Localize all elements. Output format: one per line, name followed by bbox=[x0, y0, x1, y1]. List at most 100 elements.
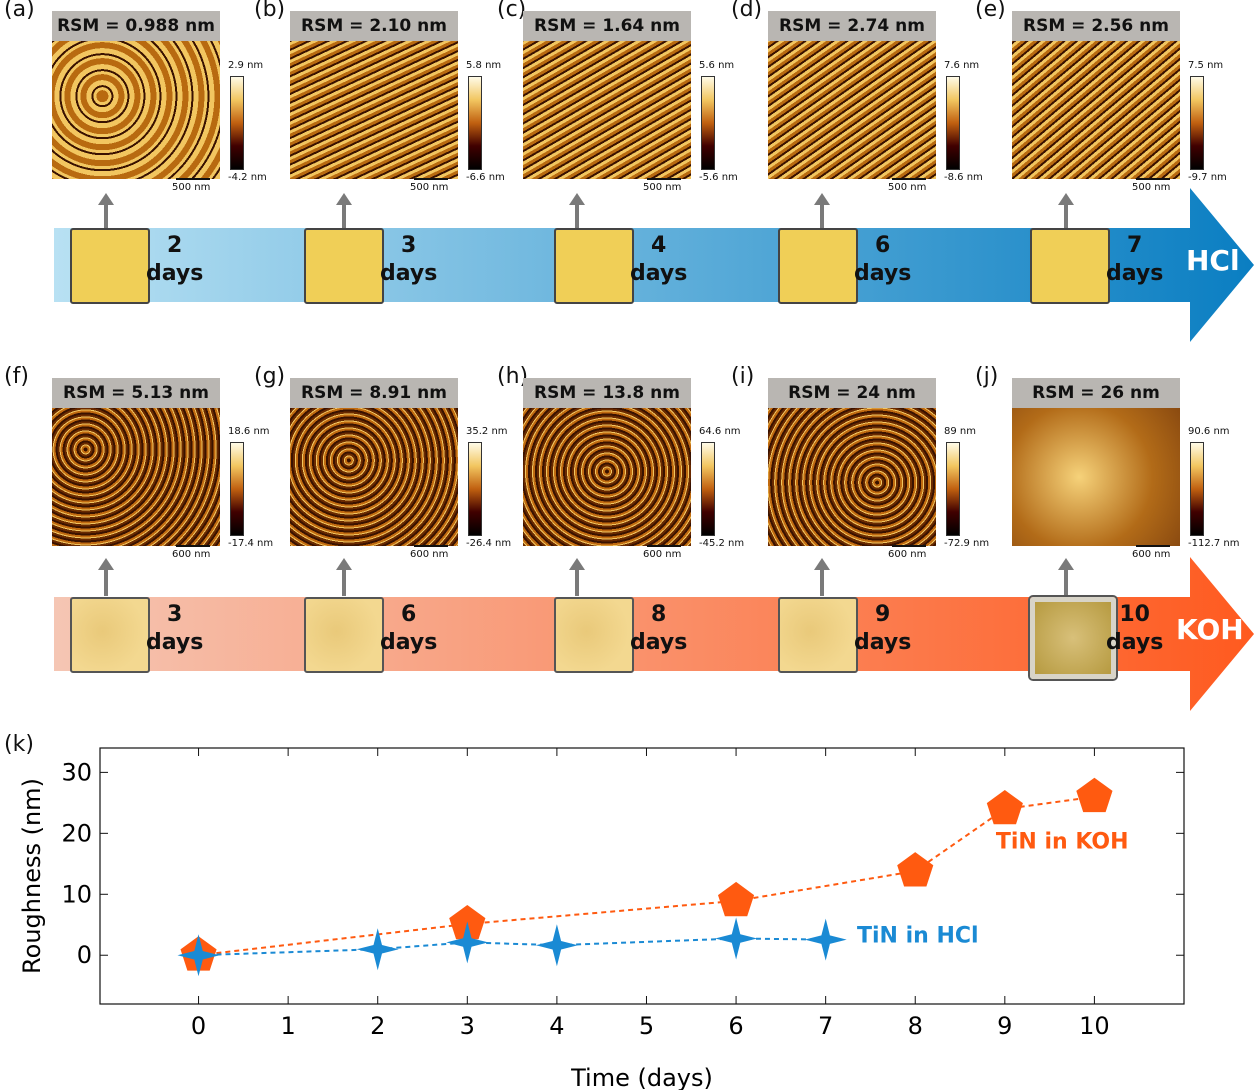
data-point-star bbox=[535, 924, 578, 967]
day-unit: days bbox=[146, 630, 204, 655]
x-tick-label: 7 bbox=[818, 1012, 833, 1040]
up-arrow-shaft bbox=[1064, 570, 1068, 596]
day-number: 8 bbox=[651, 602, 667, 627]
day-unit: days bbox=[380, 261, 438, 286]
day-unit: days bbox=[854, 261, 912, 286]
afm-image bbox=[290, 408, 458, 546]
panel-letter: (g) bbox=[254, 364, 286, 389]
afm-image bbox=[290, 41, 458, 179]
colorbar-min-label: -5.6 nm bbox=[699, 172, 738, 183]
panel-letter: (b) bbox=[254, 0, 286, 22]
x-tick-label: 10 bbox=[1079, 1012, 1110, 1040]
sample-chip bbox=[554, 228, 634, 304]
scalebar bbox=[647, 545, 681, 547]
up-arrow-icon bbox=[1058, 558, 1074, 570]
day-label: 7 days bbox=[1106, 232, 1163, 288]
rsm-label: RSM = 2.56 nm bbox=[1012, 11, 1180, 41]
scalebar-label: 500 nm bbox=[643, 182, 682, 193]
scalebar bbox=[176, 178, 210, 180]
colorbar-min-label: -8.6 nm bbox=[944, 172, 983, 183]
colorbar-min-label: -6.6 nm bbox=[466, 172, 505, 183]
sample-chip bbox=[1030, 597, 1116, 679]
colorbar-max-label: 35.2 nm bbox=[466, 426, 508, 437]
rsm-label: RSM = 2.10 nm bbox=[290, 11, 458, 41]
roughness-chart: 0 1 2 3 4 5 6 7 8 9 10 0 10 20 30 Time (days) Roughness … bbox=[18, 747, 1185, 1090]
day-number: 9 bbox=[875, 602, 891, 627]
scalebar-label: 600 nm bbox=[172, 549, 211, 560]
afm-panel: RSM = 26 nm bbox=[1012, 378, 1180, 546]
colorbar-max-label: 5.8 nm bbox=[466, 60, 502, 71]
panel-letter: (j) bbox=[975, 364, 999, 389]
day-number: 3 bbox=[401, 233, 417, 258]
panel-letter: (a) bbox=[4, 0, 35, 22]
rsm-label: RSM = 1.64 nm bbox=[523, 11, 691, 41]
afm-panel: RSM = 24 nm bbox=[768, 378, 936, 546]
day-number: 3 bbox=[167, 602, 183, 627]
day-unit: days bbox=[1106, 261, 1164, 286]
up-arrow-shaft bbox=[820, 205, 824, 231]
day-label: 10 days bbox=[1106, 601, 1163, 657]
colorbar bbox=[701, 442, 715, 536]
up-arrow-icon bbox=[814, 558, 830, 570]
day-number: 10 bbox=[1119, 602, 1150, 627]
day-unit: days bbox=[146, 261, 204, 286]
scalebar-label: 500 nm bbox=[410, 182, 449, 193]
up-arrow-shaft bbox=[342, 570, 346, 596]
rsm-label: RSM = 24 nm bbox=[768, 378, 936, 408]
colorbar-max-label: 5.6 nm bbox=[699, 60, 735, 71]
data-point-star bbox=[356, 928, 399, 971]
colorbar-min-label: -26.4 nm bbox=[466, 538, 512, 549]
koh-arrow-band bbox=[54, 557, 1254, 711]
day-unit: days bbox=[630, 630, 688, 655]
up-arrow-icon bbox=[98, 558, 114, 570]
day-label: 9 days bbox=[854, 601, 911, 657]
data-point-star bbox=[804, 918, 847, 961]
scalebar-label: 500 nm bbox=[172, 182, 211, 193]
colorbar bbox=[701, 76, 715, 170]
afm-panel: RSM = 2.74 nm bbox=[768, 11, 936, 179]
data-point-pentagon bbox=[1076, 777, 1113, 813]
day-label: 2 days bbox=[146, 232, 203, 288]
sample-chip bbox=[1030, 228, 1110, 304]
up-arrow-icon bbox=[1058, 193, 1074, 205]
day-unit: days bbox=[854, 630, 912, 655]
y-tick-label: 20 bbox=[61, 819, 92, 847]
x-tick-label: 8 bbox=[908, 1012, 923, 1040]
scalebar-label: 600 nm bbox=[1132, 549, 1171, 560]
x-axis-label: Time (days) bbox=[570, 1064, 713, 1090]
day-unit: days bbox=[380, 630, 438, 655]
day-label: 3 days bbox=[380, 232, 437, 288]
afm-panel: RSM = 5.13 nm bbox=[52, 378, 220, 546]
sample-chip bbox=[70, 597, 150, 673]
koh-band-label: KOH bbox=[1176, 613, 1244, 646]
sample-chip bbox=[304, 228, 384, 304]
afm-panel: RSM = 8.91 nm bbox=[290, 378, 458, 546]
panel-letter: (i) bbox=[731, 364, 755, 389]
afm-panel: RSM = 1.64 nm bbox=[523, 11, 691, 179]
up-arrow-shaft bbox=[104, 570, 108, 596]
rsm-label: RSM = 2.74 nm bbox=[768, 11, 936, 41]
day-unit: days bbox=[1106, 630, 1164, 655]
scalebar bbox=[414, 178, 448, 180]
scalebar-label: 500 nm bbox=[888, 182, 927, 193]
rsm-label: RSM = 5.13 nm bbox=[52, 378, 220, 408]
y-tick-label: 10 bbox=[61, 880, 92, 908]
x-tick-label: 4 bbox=[549, 1012, 564, 1040]
data-point-pentagon bbox=[986, 790, 1023, 825]
scalebar-label: 600 nm bbox=[888, 549, 927, 560]
scalebar bbox=[414, 545, 448, 547]
day-label: 4 days bbox=[630, 232, 687, 288]
afm-panel: RSM = 2.56 nm bbox=[1012, 11, 1180, 179]
y-axis-label: Roughness (nm) bbox=[18, 778, 46, 974]
rsm-label: RSM = 13.8 nm bbox=[523, 378, 691, 408]
colorbar bbox=[946, 442, 960, 536]
up-arrow-icon bbox=[336, 558, 352, 570]
x-tick-label: 3 bbox=[460, 1012, 475, 1040]
colorbar-max-label: 7.5 nm bbox=[1188, 60, 1224, 71]
up-arrow-shaft bbox=[1064, 205, 1068, 231]
rsm-label: RSM = 26 nm bbox=[1012, 378, 1180, 408]
data-point-star bbox=[446, 921, 489, 964]
colorbar bbox=[230, 442, 244, 536]
up-arrow-shaft bbox=[575, 205, 579, 231]
data-point-pentagon bbox=[718, 881, 755, 917]
